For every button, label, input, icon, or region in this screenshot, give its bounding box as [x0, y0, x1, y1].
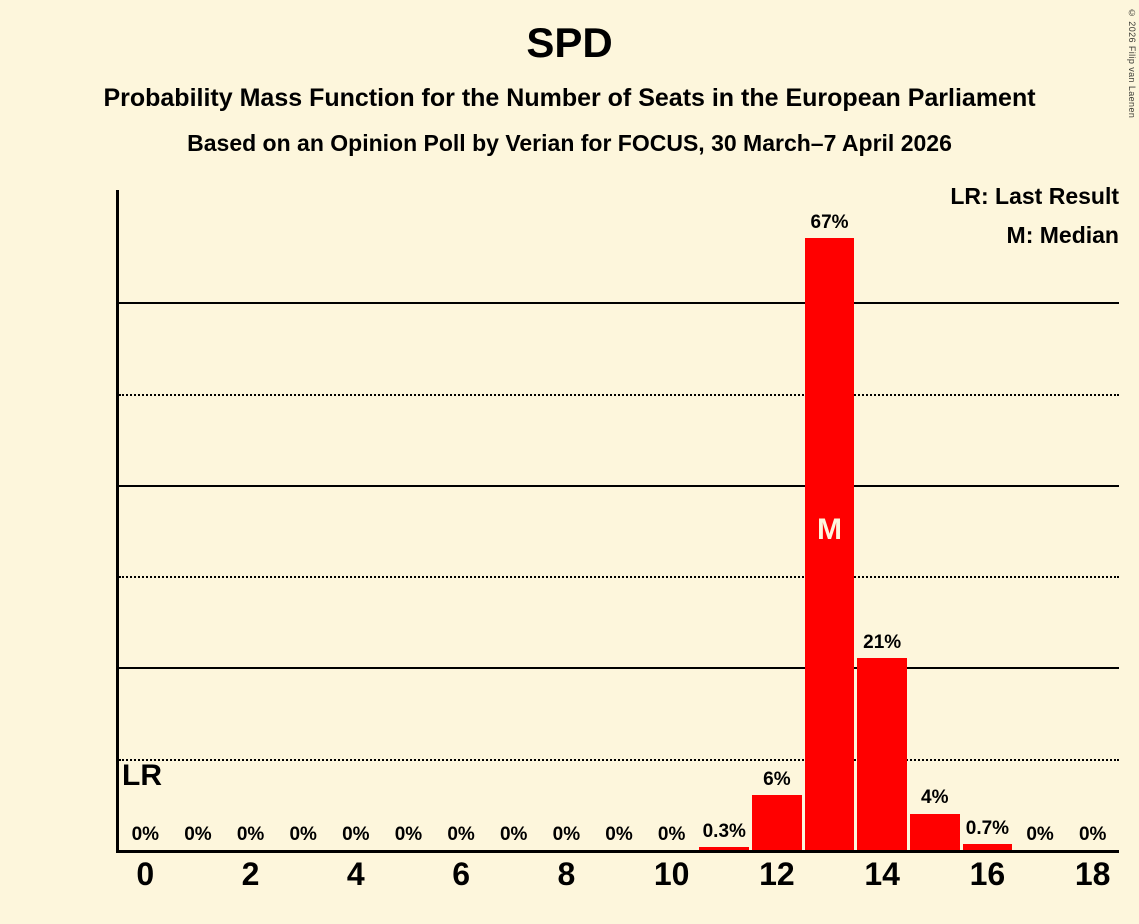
bar-value-label: 0%	[499, 824, 528, 845]
bar-value-label: 4%	[921, 787, 949, 809]
bar	[962, 843, 1013, 850]
page-title: SPD	[526, 19, 613, 66]
x-axis-tick-label: 8	[557, 856, 576, 892]
chart-source-line: Based on an Opinion Poll by Verian for F…	[187, 130, 952, 156]
bar-value-label: 0%	[1026, 824, 1054, 845]
x-axis-tick-label: 0	[136, 856, 155, 892]
bar-value-label: 0%	[289, 824, 317, 845]
legend-item-last-result: LR: Last Result	[950, 183, 1119, 209]
last-result-marker: LR	[122, 758, 162, 792]
bar-value-label: 0%	[184, 824, 212, 845]
x-axis-tick-label: 14	[864, 856, 900, 892]
gridline-major	[119, 667, 1119, 670]
x-axis-tick-label: 4	[346, 856, 365, 892]
chart-legend: LR: Last Result M: Median	[950, 185, 1119, 263]
bar-value-label: 0%	[394, 824, 423, 845]
gridline-minor	[119, 758, 1119, 761]
gridline-major	[119, 484, 1119, 487]
bar-value-label: 0%	[447, 824, 475, 845]
bar	[857, 658, 907, 850]
bar-value-label: 0%	[342, 824, 370, 845]
chart-subtitle: Probability Mass Function for the Number…	[103, 84, 1036, 112]
bar-value-label: 6%	[763, 769, 791, 791]
x-axis-tick-label: 16	[969, 856, 1006, 892]
bar	[909, 813, 960, 850]
x-axis-tick-label: 12	[759, 856, 795, 892]
bar-value-label: 0%	[131, 824, 160, 845]
gridline-major	[119, 302, 1119, 305]
bar-value-label: 0%	[552, 824, 581, 845]
bar-value-label: 0%	[605, 824, 633, 845]
copyright-notice: © 2026 Filip van Laenen	[1127, 8, 1137, 119]
median-marker: M	[817, 513, 843, 547]
bar-value-label: 0.3%	[702, 821, 746, 843]
bar-value-label: 0%	[236, 824, 265, 845]
x-axis-tick-label: 6	[452, 856, 470, 892]
x-axis-tick-label: 10	[653, 856, 690, 892]
bar-value-label: 21%	[863, 632, 902, 654]
bar-value-label: 0%	[1078, 824, 1107, 845]
x-axis-tick-label: 18	[1074, 856, 1111, 892]
x-axis-line	[116, 850, 1119, 853]
gridline-minor	[119, 576, 1119, 579]
bar-value-label: 0%	[657, 824, 686, 845]
plot-area: 20%40%60%0%0%0%0%0%0%0%0%0%0%0%0.3%6%67%…	[116, 190, 1119, 890]
legend-item-median: M: Median	[1006, 222, 1119, 248]
bar	[804, 238, 855, 850]
x-axis-tick-label: 2	[241, 856, 260, 892]
y-axis-line	[116, 190, 119, 850]
gridline-minor	[119, 393, 1119, 396]
bar-value-label: 67%	[810, 212, 849, 234]
bar	[752, 795, 802, 850]
bar-value-label: 0.7%	[965, 817, 1010, 839]
bar	[699, 847, 750, 850]
title-block: SPD Probability Mass Function for the Nu…	[0, 0, 1139, 155]
